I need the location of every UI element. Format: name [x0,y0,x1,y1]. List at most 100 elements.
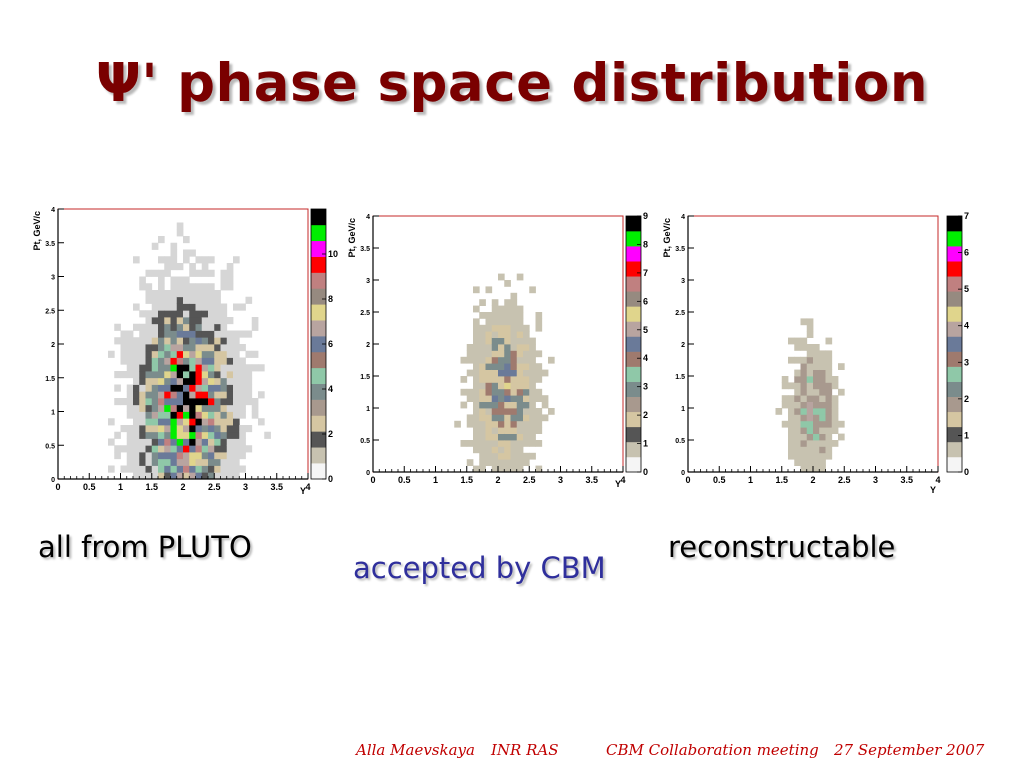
heatmap-cell [781,382,789,390]
heatmap-cell [233,391,240,399]
heatmap-cell [806,452,814,460]
heatmap-cell [233,425,240,433]
heatmap-cell [183,330,190,338]
heatmap-cell [516,369,524,377]
heatmap-cell [806,356,814,364]
heatmap-cell [176,229,184,237]
color-scale-segment [626,231,641,247]
heatmap-cell [510,459,518,466]
heatmap-cell [139,472,146,480]
heatmap-cell [233,377,240,385]
heatmap-cell [504,433,511,441]
heatmap-cell [781,376,789,383]
heatmap-cell [208,283,215,291]
heatmap-cell [164,391,171,399]
heatmap-cell [794,452,801,460]
heatmap-cell [504,420,511,428]
color-scale-segment [947,381,962,398]
heatmap-cell [151,296,159,304]
heatmap-cell [226,357,234,365]
heatmap-cell [794,459,801,466]
heatmap-cell [214,303,221,311]
heatmap-cell [516,465,524,473]
heatmap-cell [479,363,486,370]
heatmap-cell [208,330,215,338]
heatmap-cell [164,350,171,358]
heatmap-cell [498,363,505,370]
heatmap-cell [158,445,165,453]
heatmap-cell [781,395,789,402]
heatmap-cell [151,425,159,433]
heatmap-cell [189,317,196,325]
heatmap-cell [541,401,549,409]
heatmap-cell [485,408,493,415]
heatmap-cell [813,465,820,473]
heatmap-cell [189,431,196,439]
color-scale-segment [947,216,962,232]
color-scale-segment [311,367,326,385]
heatmap-cell [183,452,190,460]
x-tick-label: 4 [305,482,310,492]
heatmap-cell [214,384,221,392]
heatmap-cell [164,472,171,480]
heatmap-cell [208,411,215,419]
heatmap-cell [510,440,518,447]
x-tick-label: 0 [370,475,375,485]
heatmap-cell [183,303,190,311]
heatmap-cell [510,420,518,428]
heatmap-cell [201,269,209,277]
heatmap-cell [245,384,253,392]
heatmap-cell [504,459,511,466]
heatmap-cell [145,323,153,331]
heatmap-cell [800,452,808,460]
heatmap-cell [460,376,468,383]
heatmap-cell [800,382,808,390]
color-scale-segment [311,240,326,257]
heatmap-cell [788,433,795,441]
heatmap-cell [491,408,499,415]
color-scale-segment [626,456,641,473]
heatmap-cell [214,452,221,460]
heatmap-cell [170,256,178,264]
color-scale-segment [311,272,326,289]
heatmap-cell [139,404,146,412]
heatmap-cell [825,350,833,358]
heatmap-cell [800,414,808,422]
heatmap-cell [523,408,530,415]
heatmap-cell [189,269,196,277]
heatmap-cell [510,312,518,319]
heatmap-cell [498,401,505,409]
heatmap-cell [473,395,480,402]
heatmap-cell [529,414,536,422]
color-scale-label: 0 [643,467,648,477]
heatmap-cell [788,356,795,364]
heatmap-cell [158,371,165,379]
heatmap-cell [498,331,505,338]
heatmap-cell [220,425,228,433]
x-tick-label: 3.5 [585,475,598,485]
heatmap-cell [529,344,536,351]
heatmap-cell [800,344,808,351]
heatmap-cell [510,401,518,409]
x-tick-label: 0 [55,482,60,492]
heatmap-cell [479,395,486,402]
heatmap-cell [806,401,814,409]
heatmap-cell [208,458,215,466]
heatmap-cell [176,458,184,466]
color-scale-segment [626,306,641,322]
heatmap-cell [226,398,234,406]
color-scale-segment [311,447,326,464]
heatmap-cell [145,371,153,379]
heatmap-cell [151,384,159,392]
heatmap-cell [220,283,228,291]
heatmap-cell [498,344,505,351]
color-scale-segment [947,246,962,262]
heatmap-cell [126,330,134,338]
heatmap-cell [214,364,221,372]
x-tick-label: 2 [495,475,500,485]
heatmap-cell [183,296,190,304]
heatmap-cell [491,337,499,345]
heatmap-cell [164,425,171,433]
heatmap-cell [473,446,480,454]
heatmap-cell [176,377,184,385]
